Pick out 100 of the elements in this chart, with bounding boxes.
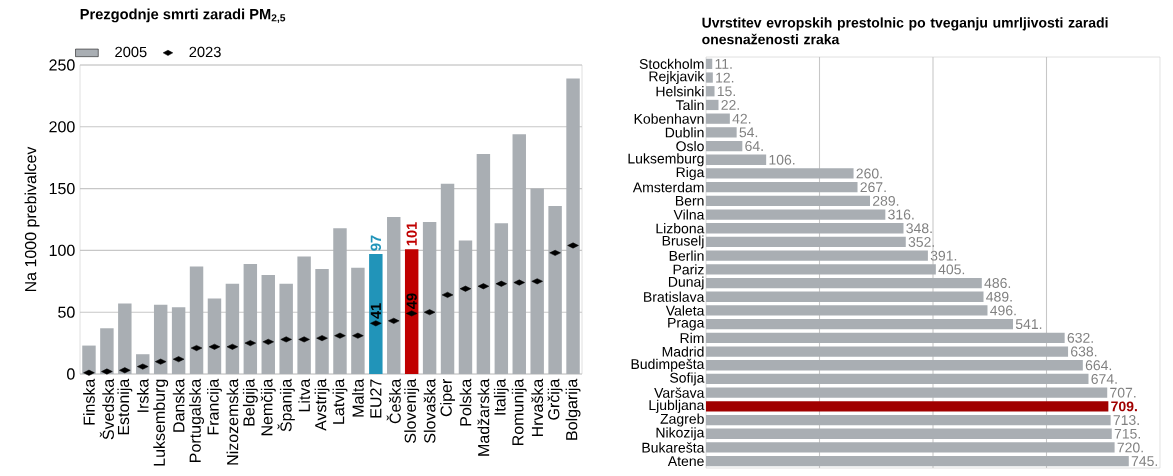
data-label: 713. xyxy=(1113,415,1139,426)
x-tick-label: Romunija xyxy=(511,378,527,445)
x-tick-label: Švedska xyxy=(99,378,114,440)
y-tick-label: Berlin xyxy=(669,250,704,261)
data-label: 348. xyxy=(906,223,932,234)
bar xyxy=(706,223,904,234)
data-label: 11. xyxy=(715,59,732,69)
y-tick-label: Dublin xyxy=(665,127,704,138)
y-tick-label: Madrid xyxy=(662,346,704,357)
y-tick-label: Budimpešta xyxy=(631,358,705,372)
y-tick-label: 50 xyxy=(58,306,75,318)
x-tick-label: Italija xyxy=(493,378,509,415)
bar xyxy=(189,266,204,374)
data-label: 22. xyxy=(721,100,739,110)
x-tick-label: Latvija xyxy=(332,378,348,424)
x-tick-label: Malta xyxy=(352,378,364,417)
x-tick-label: Avstrija xyxy=(314,378,330,431)
y-tick-label: Lizbona xyxy=(656,223,705,234)
bar xyxy=(706,99,719,111)
bar xyxy=(706,277,982,289)
bar xyxy=(706,319,1014,330)
bar xyxy=(706,209,886,220)
y-tick-label: Amsterdam xyxy=(632,182,704,193)
bar xyxy=(118,303,132,374)
y-tick-label: 150 xyxy=(49,182,75,195)
y-tick-label: Zagreb xyxy=(660,413,704,427)
x-tick-label: Bolgarija xyxy=(565,378,581,440)
data-label: 97 xyxy=(370,235,382,251)
x-tick-label: Nizozemska xyxy=(226,378,239,465)
data-label: 664. xyxy=(1085,360,1112,371)
bar xyxy=(351,267,365,374)
y-tick-label: Varšava xyxy=(654,387,705,398)
y-tick-label: 0 xyxy=(67,368,75,380)
data-label: 674. xyxy=(1091,374,1117,384)
data-label: 41 xyxy=(370,303,381,319)
data-label: 720. xyxy=(1117,442,1143,453)
x-tick-label: Češka xyxy=(386,378,401,424)
bar xyxy=(706,387,1108,398)
bar xyxy=(706,456,1129,467)
bar xyxy=(458,240,473,374)
bar xyxy=(706,127,737,138)
data-label: 541. xyxy=(1015,319,1042,330)
x-tick-label: Belgija xyxy=(242,378,258,426)
y-tick-label: Rim xyxy=(680,332,704,343)
bar xyxy=(261,275,275,374)
y-tick-label: Bukarešta xyxy=(642,442,705,453)
bar xyxy=(333,228,347,374)
bar xyxy=(706,236,906,248)
data-label: 12. xyxy=(716,72,734,83)
data-label: 638. xyxy=(1071,346,1097,357)
bar xyxy=(706,182,858,193)
bar xyxy=(315,268,329,374)
y-tick-label: Ljubljana xyxy=(649,399,705,413)
data-label: 260. xyxy=(856,168,882,179)
bar xyxy=(440,183,455,374)
y-tick-label: Stockholm xyxy=(639,58,704,70)
chart-title: Prezgodnje smrti zaradi PM$_{2,5}$ xyxy=(80,8,286,23)
bar xyxy=(279,283,293,374)
y-tick-label: Pariz xyxy=(673,264,704,275)
y-tick-label: Luksemburg xyxy=(628,153,704,167)
data-label: 709. xyxy=(1111,401,1137,412)
bar xyxy=(297,256,311,374)
bar xyxy=(82,345,96,374)
bar xyxy=(706,332,1065,343)
x-tick-label: Slovenija xyxy=(404,378,420,443)
y-tick-label: Bruselj xyxy=(662,235,704,249)
bar xyxy=(706,86,715,97)
x-tick-label: Estonija xyxy=(117,378,133,435)
bar xyxy=(706,360,1083,371)
x-tick-label: Irska xyxy=(136,378,149,412)
x-tick-label: Luksemburg xyxy=(153,379,169,466)
data-label: 715. xyxy=(1114,428,1140,439)
bar xyxy=(706,72,713,83)
data-label: 316. xyxy=(888,209,914,220)
data-label: 496. xyxy=(990,305,1016,316)
data-label: 632. xyxy=(1067,332,1093,343)
bar xyxy=(153,304,168,374)
bar xyxy=(207,298,222,374)
data-label: 707. xyxy=(1110,387,1136,398)
bar xyxy=(706,305,988,316)
data-label: 391. xyxy=(930,250,957,261)
x-tick-label: Madžarska xyxy=(477,378,490,456)
chart-title: Uvrstitev evropskih prestolnic po tveganju umrljivosti zaradi onesnaženosti zraka xyxy=(702,17,1108,45)
bar xyxy=(706,401,1109,412)
y-tick-label: Helsinki xyxy=(656,86,704,97)
data-label: 15. xyxy=(717,86,735,97)
bar xyxy=(706,195,871,206)
y-tick-label: Bern xyxy=(675,195,704,206)
y-tick-label: Vilna xyxy=(673,209,705,220)
bar xyxy=(706,428,1112,439)
y-tick-label: Oslo xyxy=(676,140,704,152)
bar xyxy=(422,221,437,374)
x-tick-label: Nemčija xyxy=(260,378,276,436)
y-tick-label: Dunaj xyxy=(668,276,704,290)
bar xyxy=(706,291,984,302)
bar xyxy=(706,113,730,124)
legend-label: 2023 xyxy=(189,46,221,58)
bar xyxy=(512,134,526,374)
y-tick-label: Bratislava xyxy=(644,291,705,302)
x-tick-label: Francija xyxy=(207,378,222,435)
